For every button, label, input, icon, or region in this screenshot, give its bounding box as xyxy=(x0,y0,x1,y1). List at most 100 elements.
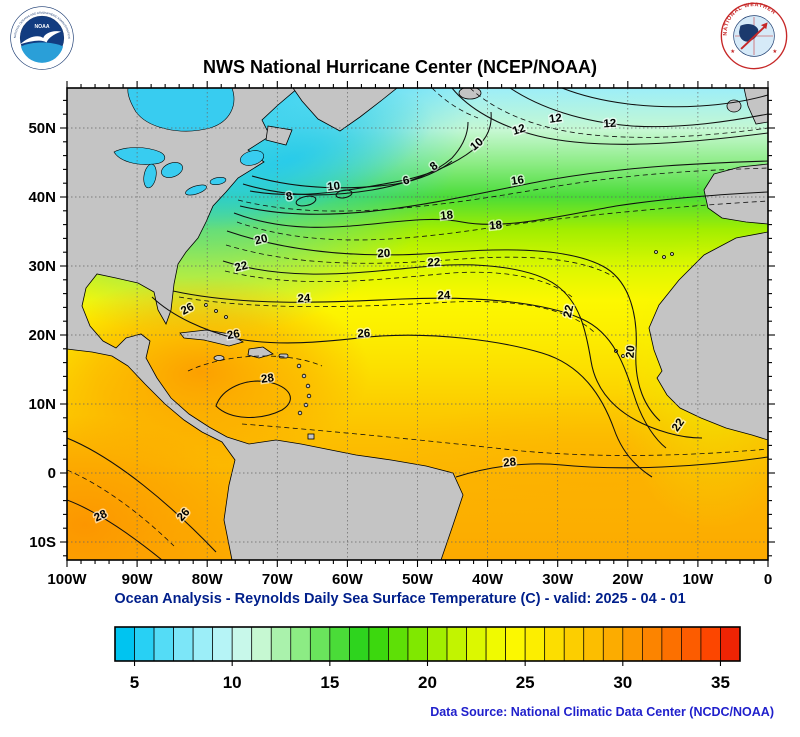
isotherm-dashed-23 xyxy=(224,270,573,298)
x-tick-label: 70W xyxy=(262,571,294,588)
lake-ontario xyxy=(209,176,227,186)
colorbar-cell xyxy=(251,626,272,662)
africa-landmass xyxy=(648,231,768,441)
lake-erie xyxy=(185,184,207,196)
warm-pool-pacific xyxy=(67,415,245,560)
y-tick-label: 40N xyxy=(28,189,56,206)
contour-label: 26 xyxy=(357,328,370,341)
page-title: NWS National Hurricane Center (NCEP/NOAA… xyxy=(202,57,598,77)
x-tick-label: 80W xyxy=(192,571,224,588)
isotherm-16 xyxy=(239,160,768,215)
colorbar-cell xyxy=(446,626,467,662)
colorbar-cell xyxy=(563,626,585,662)
isotherm-dashed-21 xyxy=(225,244,615,278)
isotherm-12-a xyxy=(451,88,768,145)
contour-label: 20 xyxy=(254,233,269,248)
jamaica-island xyxy=(213,355,225,361)
canary-islands xyxy=(654,250,674,259)
isotherm-dashed-19 xyxy=(236,200,768,241)
colorbar-cell xyxy=(309,626,331,662)
isotherm-dashed-17 xyxy=(237,167,768,212)
colorbar-cell xyxy=(212,626,233,662)
contour-label: 24 xyxy=(437,290,451,302)
newfoundland-island xyxy=(265,125,293,146)
contour-label: 22 xyxy=(562,304,576,319)
colorbar-tick-label: 5 xyxy=(130,673,139,692)
isotherm-dashed-27 xyxy=(241,423,768,456)
warm-pool-caribbean xyxy=(67,277,370,467)
colorbar-tick-label: 15 xyxy=(320,673,339,692)
colorbar-cell xyxy=(192,626,214,662)
contour-label: 22 xyxy=(427,257,440,270)
colorbar-cell xyxy=(407,626,428,662)
nws-logo: NATIONAL WEATHER SERVICE ★ ★ xyxy=(720,2,788,75)
isotherm-20 xyxy=(226,230,661,422)
colorbar-cell xyxy=(681,626,702,662)
nws-star-right-icon: ★ xyxy=(772,49,777,55)
contour-label: 18 xyxy=(440,209,455,222)
contour-label: 18 xyxy=(489,219,504,232)
isotherm-28-caribbean xyxy=(215,380,291,418)
colorbar-cell xyxy=(329,626,350,662)
colorbar-tick-label: 35 xyxy=(711,673,730,692)
y-tick-label: 10S xyxy=(29,534,56,551)
colorbar-cell xyxy=(153,626,174,662)
noaa-label: NOAA xyxy=(34,24,49,30)
x-tick-label: 60W xyxy=(332,571,364,588)
y-axis-labels: 50N 40N 30N 20N 10N 0 10S xyxy=(28,120,56,551)
colorbar-cell xyxy=(485,626,506,662)
isotherm-18 xyxy=(233,191,768,228)
x-tick-label: 40W xyxy=(472,571,504,588)
contour-label: 28 xyxy=(260,372,275,386)
colorbar-cell xyxy=(368,626,389,662)
isotherm-24 xyxy=(172,290,667,449)
isotherm-26-atlantic xyxy=(151,296,653,478)
contour-label: 12 xyxy=(603,118,616,131)
colorbar-cell xyxy=(173,626,194,662)
colorbar-cell xyxy=(720,626,741,662)
gulf-stream-eddy xyxy=(295,195,317,207)
colorbar-cell xyxy=(388,626,409,662)
x-tick-label: 90W xyxy=(122,571,154,588)
isotherm-dashed-13 xyxy=(469,88,768,138)
isotherm-dashed-25 xyxy=(178,296,595,333)
greenland-landmass xyxy=(292,88,398,132)
isotherm-6 xyxy=(251,160,453,189)
gulf-of-st-lawrence xyxy=(239,150,265,166)
y-tick-label: 10N xyxy=(28,396,56,413)
colorbar-cell xyxy=(114,626,135,662)
colorbar-cell xyxy=(544,626,565,662)
land-masses xyxy=(67,88,768,560)
contour-label: 12 xyxy=(511,122,527,137)
contour-label: 28 xyxy=(503,456,518,469)
graticule xyxy=(67,88,768,560)
x-tick-label: 0 xyxy=(764,571,772,588)
iceland-island xyxy=(458,88,482,100)
isotherm-28-pacific xyxy=(67,499,163,560)
contour-label: 24 xyxy=(297,293,311,305)
isotherm-10 xyxy=(249,111,492,196)
colorbar-cell xyxy=(583,626,604,662)
isotherm-dashed-11 xyxy=(431,88,479,119)
nws-logo-icon: NATIONAL WEATHER SERVICE ★ ★ xyxy=(720,2,788,70)
y-tick-label: 20N xyxy=(28,327,56,344)
colorbar-tick-label: 25 xyxy=(516,673,535,692)
colorbar-tick-label: 10 xyxy=(223,673,242,692)
contour-label: 26 xyxy=(226,328,241,342)
x-tick-label: 100W xyxy=(47,571,87,588)
isotherm-12-b xyxy=(509,88,768,128)
lake-huron xyxy=(161,162,183,178)
axis-ticks xyxy=(60,81,775,567)
colorbar-cell xyxy=(466,626,487,662)
colorbar-cell xyxy=(290,626,311,662)
americas-landmass xyxy=(67,88,464,560)
trinidad-island xyxy=(307,433,315,440)
colorbar-cell xyxy=(134,626,155,662)
x-tick-label: 30W xyxy=(542,571,574,588)
noaa-emblem-sea xyxy=(20,42,64,63)
x-axis-labels: 100W 90W 80W 70W 60W 50W 40W 30W 20W 10W 0 xyxy=(47,571,772,588)
contour-lines xyxy=(67,88,768,560)
